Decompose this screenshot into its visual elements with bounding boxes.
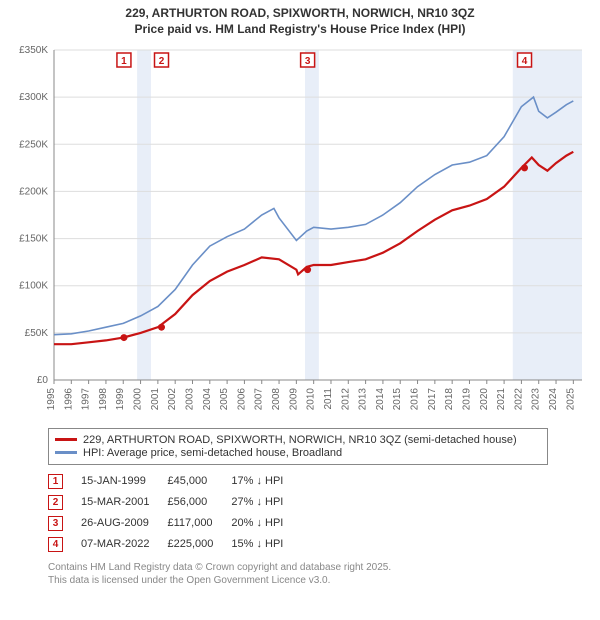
footer-line1: Contains HM Land Registry data © Crown c… [48,561,588,574]
svg-text:2004: 2004 [202,387,213,410]
svg-text:£50K: £50K [25,327,49,338]
attribution: Contains HM Land Registry data © Crown c… [48,561,588,587]
footer-line2: This data is licensed under the Open Gov… [48,574,588,587]
svg-text:4: 4 [522,56,528,67]
svg-text:2009: 2009 [288,387,299,410]
transaction-row: 1 15-JAN-1999£45,00017% ↓ HPI [48,471,301,492]
svg-text:2001: 2001 [150,387,161,410]
transaction-date: 26-AUG-2009 [81,513,167,534]
transaction-price: £56,000 [167,492,231,513]
transaction-date: 15-MAR-2001 [81,492,167,513]
legend-row-blue: HPI: Average price, semi-detached house,… [55,447,541,459]
transaction-delta: 15% ↓ HPI [231,534,301,555]
transaction-row: 3 26-AUG-2009£117,00020% ↓ HPI [48,513,301,534]
transactions-table: 1 15-JAN-1999£45,00017% ↓ HPI 2 15-MAR-2001… [48,471,301,555]
svg-text:2018: 2018 [444,387,455,410]
line-chart-svg: £0 £50K £100K £150K £200K £250K £300K £350K 1995… [8,40,592,420]
legend-swatch-blue [55,451,77,454]
svg-text:£250K: £250K [19,139,48,150]
transaction-row: 4 07-MAR-2022£225,00015% ↓ HPI [48,534,301,555]
svg-text:£150K: £150K [19,233,48,244]
svg-text:£300K: £300K [19,92,48,103]
chart-title-line2: Price paid vs. HM Land Registry's House … [8,22,592,36]
transaction-marker: 2 [48,495,63,510]
svg-text:2005: 2005 [219,387,230,410]
svg-text:1: 1 [121,56,127,67]
transaction-marker: 4 [48,537,63,552]
svg-text:£350K: £350K [19,45,48,56]
svg-text:2019: 2019 [461,387,472,410]
svg-text:£200K: £200K [19,186,48,197]
svg-text:2025: 2025 [565,387,576,410]
svg-text:2000: 2000 [133,387,144,410]
transaction-delta: 27% ↓ HPI [231,492,301,513]
legend-row-red: 229, ARTHURTON ROAD, SPIXWORTH, NORWICH,… [55,434,541,446]
legend-swatch-red [55,438,77,441]
legend-label-red: 229, ARTHURTON ROAD, SPIXWORTH, NORWICH,… [83,434,517,446]
svg-text:1999: 1999 [115,387,126,410]
chart-title-line1: 229, ARTHURTON ROAD, SPIXWORTH, NORWICH,… [8,6,592,22]
svg-text:2010: 2010 [306,387,317,410]
svg-text:2012: 2012 [340,387,351,410]
transaction-date: 07-MAR-2022 [81,534,167,555]
svg-text:2006: 2006 [236,387,247,410]
transaction-delta: 17% ↓ HPI [231,471,301,492]
transaction-marker: 3 [48,516,63,531]
svg-text:2007: 2007 [254,387,265,410]
chart-figure: 229, ARTHURTON ROAD, SPIXWORTH, NORWICH,… [0,0,600,620]
svg-text:£100K: £100K [19,280,48,291]
svg-text:2013: 2013 [358,387,369,410]
transaction-marker: 1 [48,474,63,489]
transaction-date: 15-JAN-1999 [81,471,167,492]
transaction-price: £45,000 [167,471,231,492]
svg-text:2011: 2011 [323,387,334,409]
svg-text:2016: 2016 [410,387,421,410]
transaction-price: £117,000 [167,513,231,534]
svg-text:2023: 2023 [531,387,542,410]
legend: 229, ARTHURTON ROAD, SPIXWORTH, NORWICH,… [48,428,548,465]
chart-plot: £0 £50K £100K £150K £200K £250K £300K £350K 1995… [8,40,592,420]
svg-text:£0: £0 [37,375,49,386]
transaction-price: £225,000 [167,534,231,555]
svg-text:2: 2 [159,56,165,67]
svg-text:2024: 2024 [548,387,559,410]
svg-text:1995: 1995 [46,387,57,410]
svg-text:2002: 2002 [167,387,178,410]
svg-text:2008: 2008 [271,387,282,410]
svg-text:2020: 2020 [479,387,490,410]
svg-text:1998: 1998 [98,387,109,410]
svg-text:2017: 2017 [427,387,438,410]
legend-label-blue: HPI: Average price, semi-detached house,… [83,447,342,459]
svg-text:2022: 2022 [513,387,524,410]
svg-text:2014: 2014 [375,387,386,410]
svg-text:3: 3 [305,56,311,67]
transaction-row: 2 15-MAR-2001£56,00027% ↓ HPI [48,492,301,513]
svg-text:1996: 1996 [63,387,74,410]
transaction-delta: 20% ↓ HPI [231,513,301,534]
svg-text:2021: 2021 [496,387,507,410]
svg-text:2015: 2015 [392,387,403,410]
svg-text:2003: 2003 [184,387,195,410]
svg-text:1997: 1997 [81,387,92,410]
